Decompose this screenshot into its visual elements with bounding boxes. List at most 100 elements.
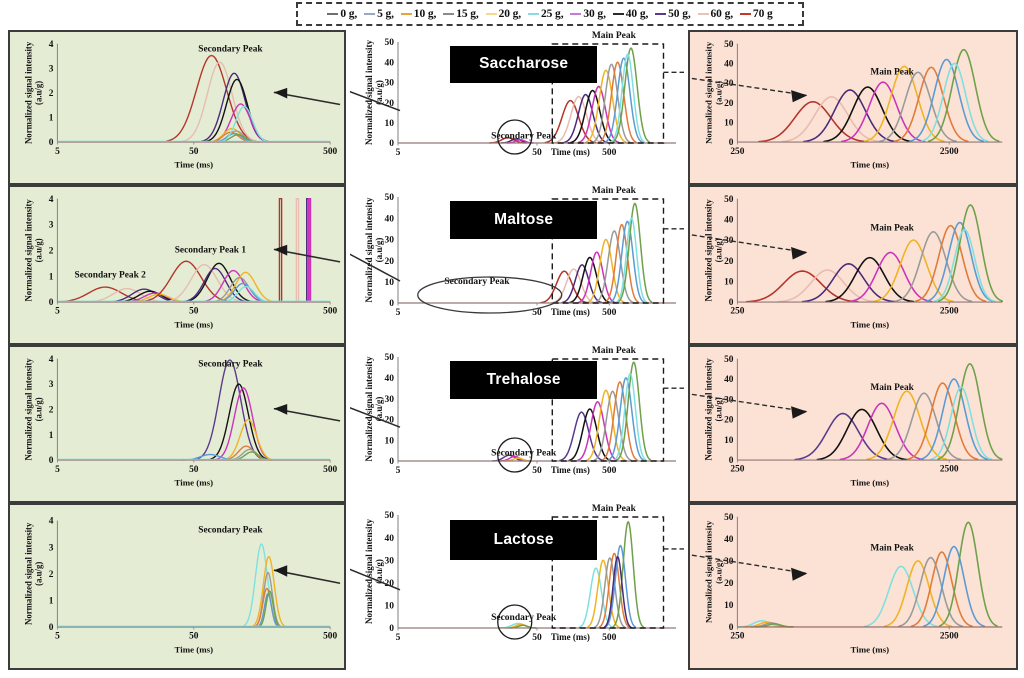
- legend-item-50g: 50 g,: [655, 8, 691, 20]
- signal-trace: [938, 521, 998, 628]
- x-tick-label: 2500: [940, 147, 959, 157]
- signal-trace: [879, 71, 957, 143]
- signal-trace: [258, 590, 281, 628]
- sugar-name-box-trehalose: Trehalose: [450, 360, 598, 399]
- signal-trace: [937, 362, 1003, 461]
- x-axis-title: Time (ms): [551, 465, 590, 475]
- y-tick-label: 50: [724, 513, 734, 523]
- main-peak-annotation: Main Peak: [870, 67, 914, 77]
- legend-box: 0 g, 5 g, 10 g, 15 g, 20 g, 25 g, 30 g, …: [296, 2, 804, 26]
- signal-trace: [839, 402, 924, 461]
- signal-trace: [777, 269, 878, 303]
- x-tick-label: 500: [602, 308, 617, 318]
- x-tick-label: 5: [55, 307, 60, 317]
- legend-item-label: 40 g,: [625, 8, 649, 20]
- y-tick-label: 20: [385, 579, 395, 589]
- x-tick-label: 500: [602, 466, 617, 476]
- secondary-peak-circle-marker: [497, 119, 533, 155]
- legend-item-60g: 60 g,: [697, 8, 734, 20]
- signal-trace: [598, 552, 631, 628]
- panel-saccharose-main-zoom: 0 10 20 30 40 50 Normalized signal intensity (a…: [688, 30, 1018, 185]
- x-tick-label: 5: [396, 308, 401, 318]
- x-axis-title: Time (ms): [551, 147, 590, 157]
- y-axis-unit: (a.u/g): [34, 81, 44, 105]
- y-tick-label: 0: [49, 298, 54, 308]
- x-tick-label: 50: [189, 307, 199, 317]
- y-tick-label: 2: [49, 570, 54, 580]
- signal-trace: [182, 61, 258, 143]
- signal-trace: [823, 86, 913, 143]
- signal-trace: [914, 224, 987, 303]
- y-tick-label: 10: [385, 436, 395, 446]
- y-tick-label: 40: [724, 375, 734, 385]
- legend-item-label: 60 g,: [710, 8, 734, 20]
- y-axis-title: Normalized signal intensity: [364, 519, 374, 624]
- signal-trace: [594, 557, 626, 628]
- y-tick-label: 10: [724, 278, 734, 288]
- y-tick-label: 4: [49, 517, 54, 527]
- y-tick-label: 50: [385, 38, 395, 48]
- legend-item-label: 70 g: [752, 8, 773, 20]
- signal-trace: [610, 53, 646, 143]
- signal-trace: [616, 361, 652, 461]
- y-tick-label: 50: [724, 40, 734, 50]
- x-axis-title: Time (ms): [851, 159, 890, 169]
- signal-trace: [816, 408, 908, 461]
- main-peak-annotation: Main Peak: [592, 186, 637, 196]
- left-zoom-connector: [350, 407, 401, 428]
- y-tick-label: 2: [49, 247, 54, 257]
- signal-trace: [840, 81, 926, 143]
- legend-item-30g: 30 g,: [570, 8, 606, 20]
- legend-item-label: 30 g,: [583, 8, 606, 20]
- signal-trace: [540, 270, 589, 304]
- y-tick-label: 0: [729, 456, 734, 466]
- y-tick-label: 30: [724, 79, 734, 89]
- secondary-peak-circle-marker: [497, 604, 533, 640]
- sugar-name-label: Lactose: [493, 530, 554, 548]
- y-tick-label: 3: [49, 380, 54, 390]
- legend-item-label: 10 g,: [413, 8, 437, 20]
- legend-item-70g: 70 g: [739, 8, 773, 20]
- legend-line-swatch: [400, 12, 412, 16]
- panel-trehalose-main-zoom: 0 10 20 30 40 50 Normalized signal intensity (a…: [688, 345, 1018, 503]
- y-tick-label: 30: [724, 395, 734, 405]
- y-axis-unit: (a.u/g): [374, 238, 384, 263]
- signal-trace: [919, 378, 989, 461]
- y-tick-label: 0: [729, 298, 734, 308]
- legend-item-label: 15 g,: [456, 8, 479, 20]
- sugar-name-label: Trehalose: [486, 370, 561, 388]
- x-tick-label: 500: [602, 633, 617, 643]
- y-tick-label: 0: [49, 623, 54, 633]
- x-tick-label: 5: [396, 633, 401, 643]
- legend-line-swatch: [655, 12, 667, 16]
- main-peak-dashed-box: [551, 43, 665, 144]
- secondary-peak-annotation: Secondary Peak: [198, 525, 263, 535]
- plot-area: 0 10 20 30 40 50 Normalized signal intensity (a…: [690, 187, 1016, 343]
- main-peak-dashed-box: [551, 516, 665, 629]
- y-tick-label: 30: [385, 556, 395, 566]
- legend-line-swatch: [697, 12, 709, 16]
- y-tick-label: 0: [49, 456, 54, 466]
- legend-item-0g: 0 g,: [327, 8, 357, 20]
- signal-trace: [164, 263, 245, 303]
- y-tick-label: 1: [49, 272, 54, 282]
- x-tick-label: 50: [189, 632, 199, 642]
- panel-grid: 0 1 2 3 4 Normalized signal intensity (a.u/g) 5…: [0, 30, 1024, 678]
- signal-trace: [601, 381, 639, 461]
- legend-line-swatch: [570, 12, 582, 16]
- legend-line-swatch: [527, 12, 539, 16]
- y-tick-label: 20: [385, 257, 395, 267]
- plot-area: 0 10 20 30 40 50 Normalized signal intensity (a…: [350, 185, 684, 345]
- legend-line-swatch: [327, 12, 339, 16]
- signal-trace: [612, 521, 644, 628]
- signal-trace: [937, 204, 1003, 303]
- x-tick-label: 2500: [940, 465, 959, 475]
- y-tick-label: 2: [49, 406, 54, 416]
- signal-trace: [577, 85, 620, 144]
- plot-area: 0 10 20 30 40 50 Normalized signal intensity (a…: [690, 32, 1016, 183]
- y-axis-unit: (a.u/g): [714, 238, 724, 262]
- sugar-name-box-lactose: Lactose: [450, 519, 598, 560]
- signal-trace: [593, 390, 632, 461]
- signal-trace: [576, 400, 619, 462]
- panel-saccharose-full-range: 0 10 20 30 40 50 Normalized signal intensity (a…: [350, 30, 684, 185]
